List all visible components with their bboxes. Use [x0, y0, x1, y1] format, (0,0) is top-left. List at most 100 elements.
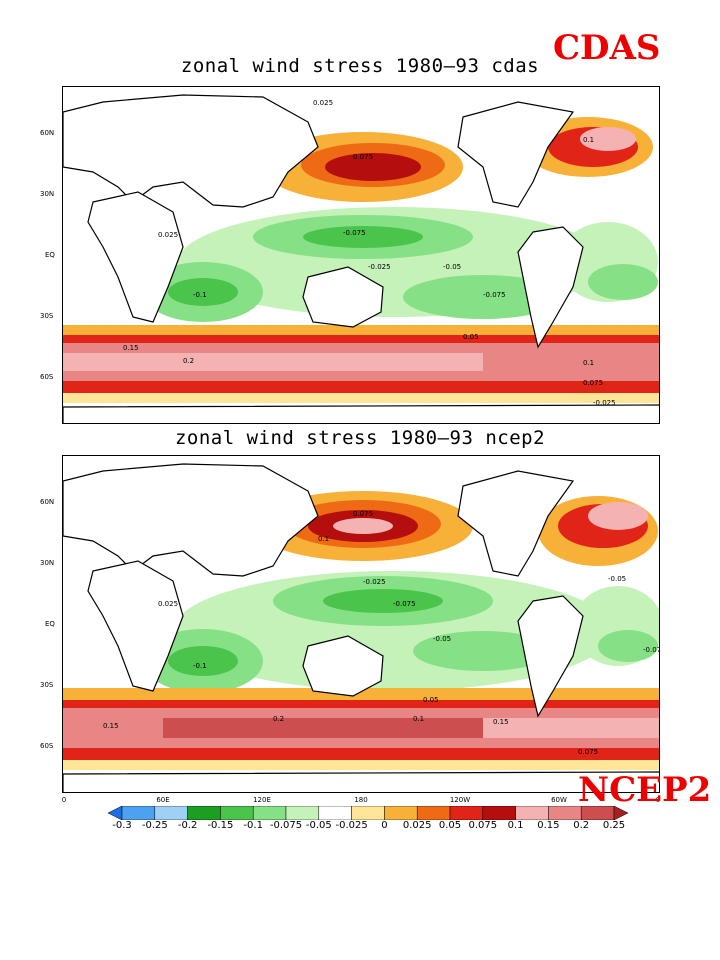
- colorbar-label: 0.05: [438, 820, 462, 831]
- contour-label: 0.025: [158, 231, 178, 239]
- colorbar-swatch: [187, 806, 221, 820]
- lon-label: 120W: [449, 796, 471, 804]
- contour-label: 0.1: [583, 359, 594, 367]
- contour-label: 0.1: [318, 535, 329, 543]
- map-svg-cdas: 0.025 0.075 0.1 -0.025 -0.05 -0.075 -0.1…: [63, 87, 659, 423]
- colorbar-label: -0.075: [269, 820, 303, 831]
- africa-outline: [87, 560, 184, 692]
- colorbar-label: 0.15: [537, 820, 560, 831]
- panel-title-cdas: zonal wind stress 1980–93 cdas: [180, 55, 540, 77]
- colorbar-swatch: [416, 806, 451, 820]
- contour-label: 0.15: [493, 718, 509, 726]
- continents: [63, 463, 659, 792]
- colorbar-swatch: [515, 806, 549, 820]
- africa-outline: [87, 191, 184, 323]
- contour-label: -0.075: [343, 229, 366, 237]
- continents: [63, 94, 659, 423]
- colorbar-swatch: [449, 806, 484, 820]
- lat-label: 30S: [40, 681, 54, 689]
- lat-label: 60S: [40, 742, 54, 750]
- lat-label: 60N: [40, 129, 55, 137]
- contour-label: -0.075: [393, 600, 416, 608]
- southern-westerlies: [63, 688, 659, 702]
- colorbar-swatch: [318, 806, 352, 820]
- lat-label: 30N: [40, 559, 55, 567]
- map-panel-ncep2: 0.075 0.1 -0.025 -0.05 -0.075 -0.1 0.15 …: [62, 455, 660, 793]
- australia-outline: [302, 635, 384, 697]
- australia-outline: [302, 266, 384, 328]
- colorbar-label: -0.05: [305, 820, 332, 831]
- contour-label: -0.025: [593, 399, 616, 407]
- colorbar-swatch: [108, 806, 123, 820]
- contour-label: 0.075: [353, 153, 373, 161]
- antarctica-outline: [63, 404, 659, 423]
- contour-label: 0.2: [273, 715, 284, 723]
- contour-label: 0.075: [353, 510, 373, 518]
- colorbar-swatch: [154, 806, 188, 820]
- contour-label: -0.075: [643, 646, 660, 654]
- contour-label: 0.1: [583, 136, 594, 144]
- lon-label: 180: [354, 796, 368, 804]
- south-america-outline: [517, 226, 584, 349]
- map-svg-ncep2: 0.075 0.1 -0.025 -0.05 -0.075 -0.1 0.15 …: [63, 456, 660, 792]
- colorbar-swatch: [384, 806, 418, 820]
- contour-label: -0.05: [443, 263, 461, 271]
- contour-label: 0.05: [463, 333, 479, 341]
- contour-label: 0.075: [583, 379, 603, 387]
- contour-label: -0.05: [608, 575, 626, 583]
- colorbar-swatch: [548, 806, 582, 820]
- lon-label: 60E: [156, 796, 170, 804]
- colorbar-swatch: [121, 806, 156, 820]
- colorbar-label: 0: [381, 820, 388, 831]
- colorbar-label: -0.2: [177, 820, 198, 831]
- contour-label: -0.075: [483, 291, 506, 299]
- colorbar-swatch: [220, 806, 254, 820]
- colorbar-label: 0.075: [468, 820, 498, 831]
- contour-label: -0.1: [193, 291, 207, 299]
- eurasia-outline: [63, 94, 319, 208]
- contour-label: 0.025: [313, 99, 333, 107]
- colorbar-swatch: [482, 806, 516, 820]
- contour-label: 0.15: [123, 344, 139, 352]
- contour-label: 0.2: [183, 357, 194, 365]
- contour-label: 0.075: [578, 748, 598, 756]
- map-panel-cdas: 0.025 0.075 0.1 -0.025 -0.05 -0.075 -0.1…: [62, 86, 660, 424]
- contour-label: 0.05: [423, 696, 439, 704]
- contour-label: 0.025: [158, 600, 178, 608]
- antarctica-outline: [63, 771, 659, 792]
- colorbar-label: -0.025: [335, 820, 368, 831]
- tag-ncep2: NCEP2: [578, 770, 712, 810]
- colorbar-label: 0.1: [507, 820, 524, 831]
- tag-cdas: CDAS: [553, 28, 661, 68]
- colorbar-label: -0.15: [207, 820, 234, 831]
- panel-title-ncep2: zonal wind stress 1980–93 ncep2: [174, 427, 546, 449]
- colorbar-label: -0.3: [112, 820, 132, 831]
- lon-label: 60W: [551, 796, 567, 804]
- lon-label: 0: [655, 796, 661, 804]
- colorbar-label: 0.2: [573, 820, 590, 831]
- colorbar-swatch: [613, 806, 628, 820]
- colorbar-swatch: [351, 806, 385, 820]
- lat-label: EQ: [45, 251, 55, 259]
- colorbar-label: 0.025: [402, 820, 432, 831]
- north-america-outline: [457, 470, 575, 577]
- contour-label: -0.025: [363, 578, 386, 586]
- colorbar-swatch: [252, 806, 287, 820]
- colorbar: [108, 806, 628, 820]
- colorbar-label: 0.25: [602, 820, 626, 831]
- contour-label: 0.15: [103, 722, 119, 730]
- lat-label: 60S: [40, 373, 54, 381]
- south-america-outline: [517, 595, 584, 718]
- lat-label: 30S: [40, 312, 54, 320]
- lat-label: EQ: [45, 620, 55, 628]
- lat-label: 30N: [40, 190, 55, 198]
- contour-label: -0.1: [193, 662, 207, 670]
- lon-label: 0: [61, 796, 67, 804]
- colorbar-label: -0.25: [141, 820, 168, 831]
- contour-label: -0.025: [368, 263, 391, 271]
- lat-label: 60N: [40, 498, 55, 506]
- contour-label: 0.1: [413, 715, 424, 723]
- colorbar-swatch: [580, 806, 615, 820]
- north-america-outline: [457, 101, 575, 208]
- colorbar-swatch: [285, 806, 320, 820]
